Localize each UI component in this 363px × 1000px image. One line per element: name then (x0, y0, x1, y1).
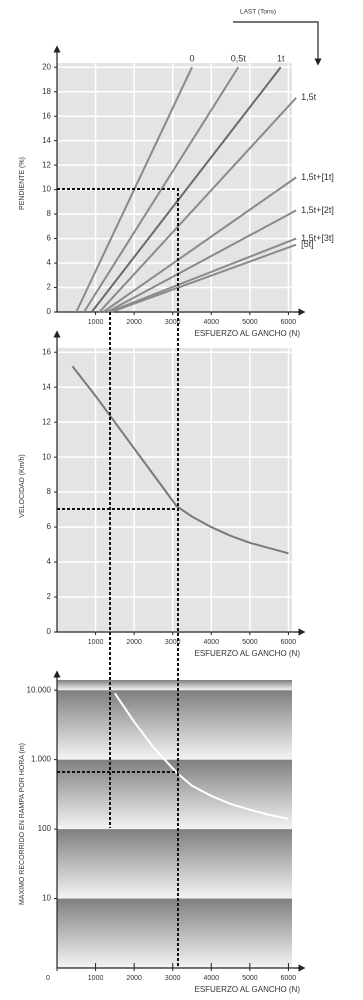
x-tick-label: 1000 (88, 975, 104, 982)
header-bracket (233, 21, 322, 66)
plot-band (57, 898, 292, 968)
y-axis-title: VELOCIDAD (Km/h) (19, 454, 26, 517)
y-tick-label: 16 (42, 111, 51, 120)
y-tick-label: 100 (38, 824, 52, 833)
y-tick-label: 10 (42, 185, 51, 194)
y-axis-title: PENDIENTE (%) (19, 157, 26, 210)
line-label: [5t] (301, 239, 314, 249)
y-tick-label: 4 (47, 258, 52, 267)
line-label: 1,5t+[2t] (301, 205, 334, 215)
header: LAST (Tons) (240, 9, 276, 16)
y-tick-label: 2 (47, 592, 52, 601)
panel: 10 100 1.000 10.000 0 1000 2000 3000 4000 5000 600… (19, 670, 306, 994)
x-tick-label: 6000 (281, 639, 297, 646)
data-line (102, 176, 297, 313)
x-tick-label: 1000 (88, 639, 104, 646)
data-line (110, 243, 297, 313)
line-label: 1,5t (301, 92, 317, 102)
data-line (83, 66, 240, 313)
line-label: 1,5t+[1t] (301, 172, 334, 182)
backgrounds (57, 63, 292, 968)
data-line (106, 209, 297, 313)
y-tick-label: 12 (42, 160, 51, 169)
y-tick-label: 4 (47, 557, 52, 566)
y-tick-label: 20 (42, 62, 51, 71)
x-tick-label: 3000 (165, 975, 181, 982)
line-label: 1t (277, 54, 285, 64)
plot-band (57, 829, 292, 899)
y-tick-label: 10.000 (27, 685, 52, 694)
y-tick-label: 16 (42, 347, 51, 356)
x-tick-label: 6000 (281, 975, 297, 982)
y-tick-label: 8 (47, 209, 52, 218)
x-tick-label: 0 (46, 975, 50, 982)
x-tick-label: 4000 (203, 639, 219, 646)
data-line (114, 692, 289, 820)
x-tick-label: 2000 (126, 975, 142, 982)
y-tick-label: 0 (47, 627, 52, 636)
panel: 0 2 4 6 8 10 12 14 16 18 20 1000 2000 3000 4000 5000 600… (19, 45, 334, 338)
x-tick-label: 5000 (242, 975, 258, 982)
y-tick-label: 8 (47, 487, 52, 496)
y-tick-label: 10 (42, 452, 51, 461)
guide-line (57, 188, 179, 968)
reading-guides (57, 188, 179, 968)
y-axis-title: MAXIMO RECORRIDO EN RAMPA POR HORA (m) (19, 743, 26, 905)
x-axis-title: ESFUERZO AL GANCHO (N) (195, 329, 301, 338)
x-tick-label: 4000 (203, 975, 219, 982)
line-label: 0,5t (231, 54, 247, 64)
y-tick-label: 6 (47, 234, 52, 243)
y-tick-label: 2 (47, 283, 52, 292)
y-tick-label: 18 (42, 87, 51, 96)
x-tick-label: 3000 (165, 639, 181, 646)
data-line (90, 66, 282, 313)
x-tick-label: 6000 (281, 319, 297, 326)
line-label: 0 (189, 54, 194, 64)
plot-background (57, 63, 292, 312)
panel: 0 2 4 6 8 10 12 14 16 1000 2000 3000 4000 5000 6000 ESF… (19, 330, 306, 658)
x-axis-title: ESFUERZO AL GANCHO (N) (195, 985, 301, 994)
plot-band (57, 680, 292, 691)
y-tick-label: 14 (42, 382, 51, 391)
y-tick-label: 6 (47, 522, 52, 531)
x-tick-label: 4000 (203, 319, 219, 326)
x-tick-label: 2000 (126, 319, 142, 326)
x-tick-label: 1000 (88, 319, 104, 326)
data-line (71, 365, 289, 555)
plot-band (57, 690, 292, 760)
data-line (98, 97, 297, 313)
x-tick-label: 3000 (165, 319, 181, 326)
y-tick-label: 12 (42, 417, 51, 426)
y-tick-label: 14 (42, 136, 51, 145)
data-line (108, 237, 297, 313)
y-tick-label: 0 (47, 307, 52, 316)
x-tick-label: 2000 (126, 639, 142, 646)
line-label: 1,5t+[3t] (301, 233, 334, 243)
y-tick-label: 10 (42, 894, 51, 903)
x-tick-label: 5000 (242, 639, 258, 646)
x-tick-label: 5000 (242, 319, 258, 326)
y-tick-label: 1.000 (31, 755, 52, 764)
x-axis-title: ESFUERZO AL GANCHO (N) (195, 649, 301, 658)
